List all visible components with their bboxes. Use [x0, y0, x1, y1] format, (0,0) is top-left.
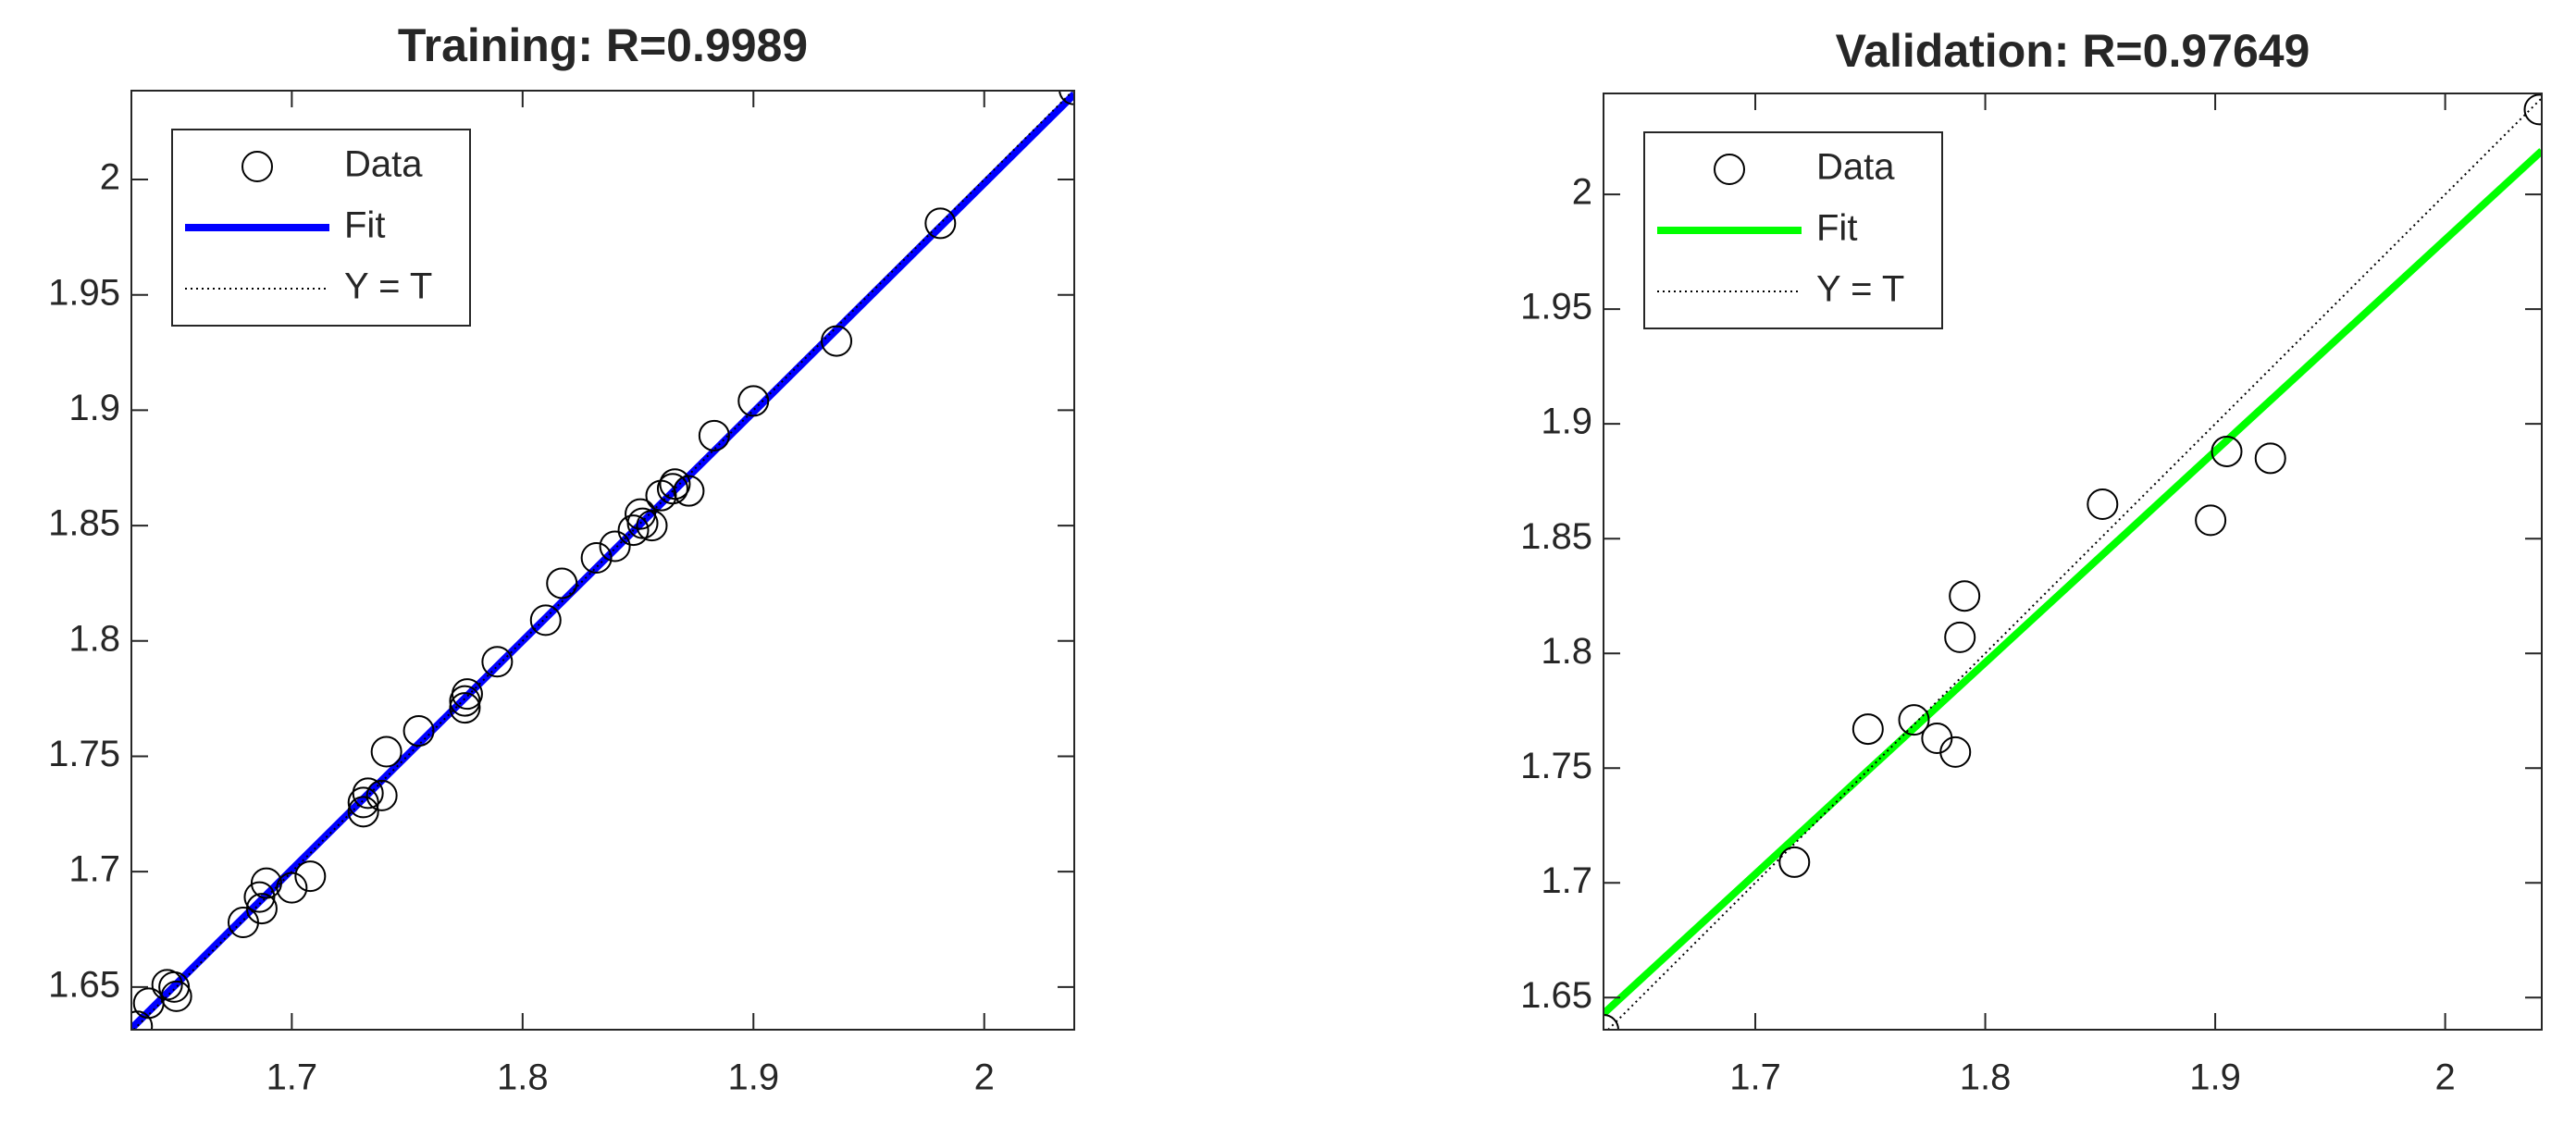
data-point [2523, 93, 2542, 126]
data-point [347, 786, 379, 819]
data-point [243, 881, 276, 913]
fit-line [1604, 148, 2542, 1017]
y-tick-label: 1.8 [68, 618, 120, 659]
x-tick-label: 1.8 [1960, 1057, 2012, 1098]
legend-label: Data [344, 144, 423, 185]
chart-title: Training: R=0.9989 [398, 19, 808, 71]
data-point [617, 514, 650, 547]
legend-label: Fit [344, 205, 385, 246]
data-point [924, 207, 957, 240]
data-point [546, 567, 578, 600]
legend-label: Y = T [344, 266, 432, 307]
data-point [294, 860, 327, 893]
data-point [402, 715, 435, 748]
data-point [737, 385, 770, 417]
data-point [158, 970, 191, 1003]
data-point [1778, 846, 1811, 878]
y-tick-label: 1.9 [1541, 402, 1592, 442]
y-tick-label: 1.7 [1541, 860, 1592, 901]
plot [1604, 93, 2542, 1030]
data-point [1944, 621, 1976, 653]
x-tick-label: 1.9 [2189, 1057, 2241, 1098]
legend: Data Fit Y = T [171, 129, 471, 327]
x-tick-label: 1.9 [727, 1057, 779, 1098]
data-point [599, 530, 631, 562]
y-tick-label: 1.8 [1541, 631, 1592, 672]
legend-label: Data [1816, 147, 1895, 188]
legend-marker [242, 151, 273, 182]
x-tick-label: 1.7 [266, 1057, 318, 1098]
y-tick-label: 2 [100, 157, 120, 198]
data-point [347, 796, 379, 828]
data-point [276, 872, 308, 904]
x-tick-label: 1.7 [1729, 1057, 1781, 1098]
data-point [2254, 442, 2286, 475]
legend-marker [1714, 154, 1745, 185]
y-tick-label: 1.65 [48, 964, 120, 1005]
data-point [352, 777, 384, 810]
data-point [1852, 713, 1884, 746]
data-point [1898, 704, 1930, 736]
data-point [529, 604, 562, 637]
data-point [580, 542, 613, 575]
data-point [698, 419, 730, 451]
data-point [250, 867, 282, 899]
data-point [2087, 488, 2119, 520]
data-point [1949, 580, 1981, 612]
data-point [821, 325, 853, 357]
subplot: 1.7 1.8 1.9 2 1.65 1.7 1.75 1.8 1.85 1.9 1.95 2 Trai… [48, 19, 1075, 1098]
legend-label: Fit [1816, 208, 1857, 249]
legend: Data Fit Y = T [1643, 131, 1943, 329]
y-tick-label: 1.85 [1520, 516, 1592, 557]
data-point [656, 473, 688, 505]
data-point [481, 646, 514, 678]
y-tick-label: 2 [1572, 172, 1592, 213]
data-point [2195, 504, 2227, 537]
legend-label: Y = T [1816, 269, 1904, 310]
y-tick-label: 1.9 [68, 388, 120, 428]
y-tick-label: 1.85 [48, 503, 120, 544]
y-tick-label: 1.95 [1520, 287, 1592, 328]
data-point [449, 692, 481, 724]
y-tick-label: 1.75 [48, 734, 120, 774]
data-point [659, 468, 691, 501]
subplot: 1.7 1.8 1.9 2 1.65 1.7 1.75 1.8 1.85 1.9 1.95 2 Vali… [1520, 25, 2543, 1098]
chart-title: Validation: R=0.97649 [1836, 25, 2310, 77]
data-point [245, 893, 278, 925]
y-tick-label: 1.65 [1520, 975, 1592, 1016]
data-point [673, 475, 705, 507]
y-tick-label: 1.95 [48, 272, 120, 313]
axes-box [130, 90, 1075, 1031]
plot [131, 91, 1074, 1030]
x-tick-label: 2 [2434, 1057, 2455, 1098]
data-point [2211, 435, 2243, 467]
y-tick-label: 1.7 [68, 849, 120, 890]
data-point [636, 510, 668, 542]
data-point [365, 779, 398, 811]
y-tick-label: 1.75 [1520, 746, 1592, 786]
data-point [451, 678, 483, 711]
data-point [370, 736, 402, 768]
x-tick-label: 2 [974, 1057, 995, 1098]
data-point [1939, 736, 1972, 768]
axes-box [1603, 93, 2543, 1031]
x-tick-label: 1.8 [497, 1057, 549, 1098]
